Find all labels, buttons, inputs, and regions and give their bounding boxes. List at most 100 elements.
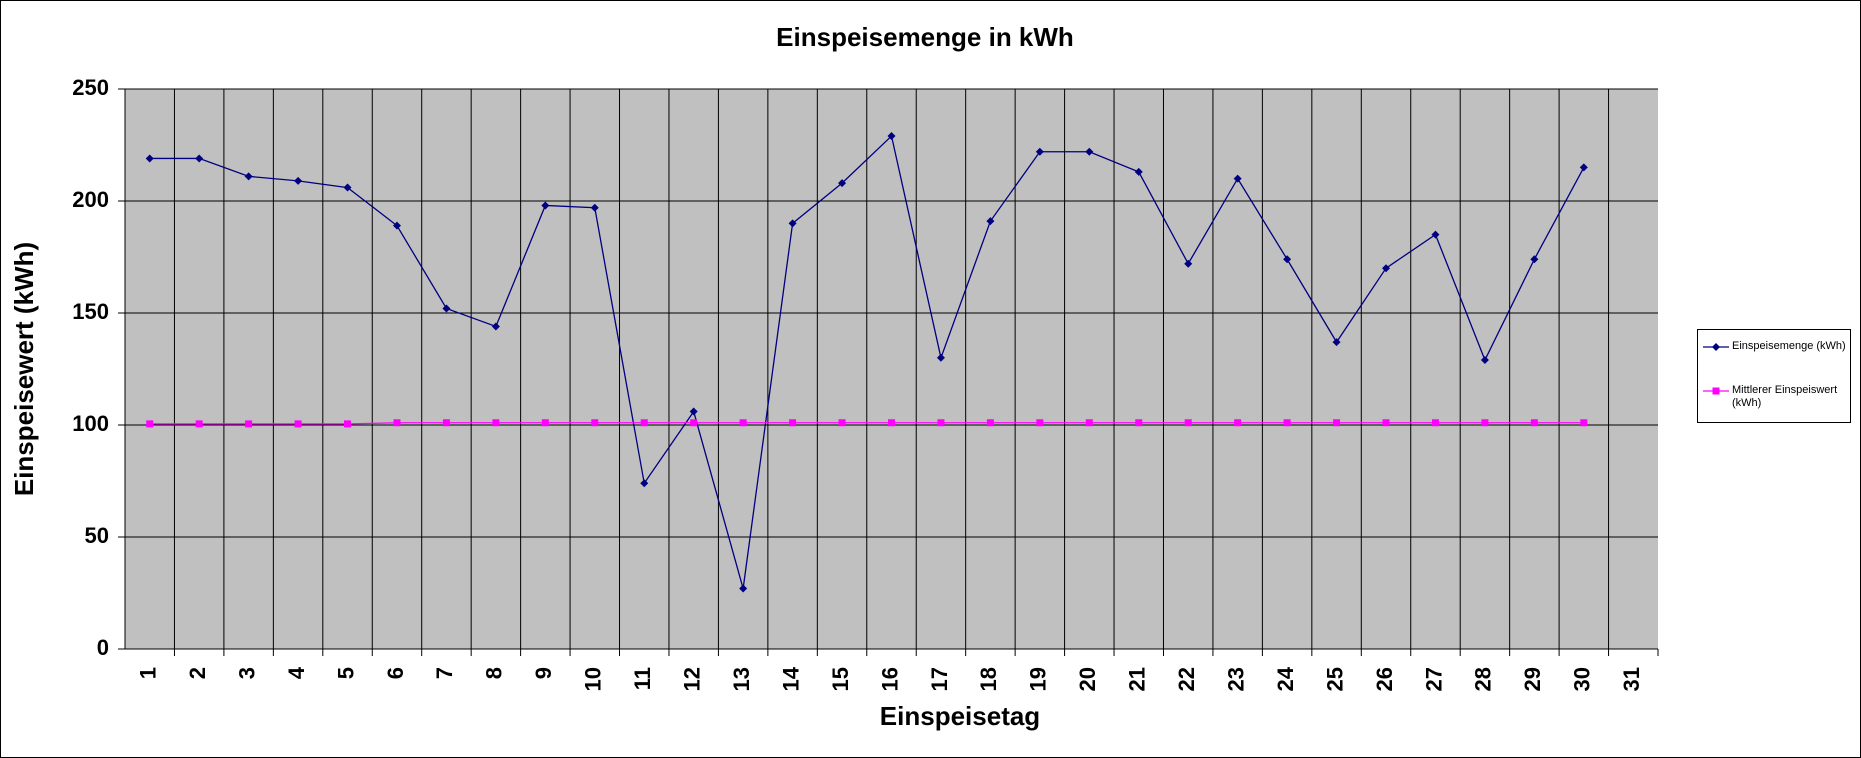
point bbox=[1530, 255, 1539, 264]
x-tick-label: 17 bbox=[927, 667, 952, 691]
point bbox=[294, 420, 302, 428]
point bbox=[1233, 174, 1242, 183]
point bbox=[344, 420, 352, 428]
x-tick-label: 18 bbox=[976, 667, 1001, 691]
point bbox=[788, 219, 797, 228]
legend: Einspeisemenge (kWh) Mittlerer Einspeiswe… bbox=[1697, 329, 1851, 423]
x-tick-label: 8 bbox=[482, 667, 507, 679]
point bbox=[1431, 419, 1439, 427]
y-tick-label: 0 bbox=[97, 635, 109, 660]
x-tick-label: 14 bbox=[778, 666, 803, 691]
point bbox=[1085, 147, 1094, 156]
point bbox=[640, 479, 649, 488]
x-tick-label: 22 bbox=[1174, 667, 1199, 691]
x-tick-label: 6 bbox=[383, 667, 408, 679]
point bbox=[492, 419, 500, 427]
point bbox=[690, 419, 698, 427]
point bbox=[146, 420, 154, 428]
point bbox=[838, 179, 847, 188]
point bbox=[1234, 419, 1242, 427]
point bbox=[195, 420, 203, 428]
x-tick-label: 19 bbox=[1026, 667, 1051, 691]
x-tick-label: 16 bbox=[877, 667, 902, 691]
x-tick-label: 27 bbox=[1421, 667, 1446, 691]
legend-label: Mittlerer Einspeiswert (kWh) bbox=[1732, 384, 1838, 409]
point bbox=[1184, 259, 1193, 268]
series-line bbox=[149, 134, 1585, 589]
point bbox=[986, 217, 995, 226]
point bbox=[245, 420, 253, 428]
x-tick-label: 26 bbox=[1372, 667, 1397, 691]
point bbox=[739, 584, 748, 593]
x-tick-label: 5 bbox=[333, 667, 358, 679]
point bbox=[1283, 419, 1291, 427]
legend-swatch bbox=[1703, 387, 1729, 395]
point bbox=[195, 154, 204, 163]
x-tick-label: 9 bbox=[531, 667, 556, 679]
legend-label: Einspeisemenge (kWh) bbox=[1732, 340, 1846, 352]
x-tick-label: 4 bbox=[284, 666, 309, 679]
point bbox=[1333, 419, 1341, 427]
point bbox=[1184, 419, 1192, 427]
point bbox=[789, 419, 797, 427]
x-axis-label: Einspeisetag bbox=[880, 701, 1040, 731]
point bbox=[1712, 343, 1720, 351]
point bbox=[244, 172, 253, 181]
point bbox=[294, 176, 303, 185]
legend-swatch bbox=[1703, 343, 1729, 351]
x-tick-label: 31 bbox=[1619, 667, 1644, 691]
x-tick-label: 23 bbox=[1223, 667, 1248, 691]
point bbox=[1332, 338, 1341, 347]
x-tick-label: 15 bbox=[828, 667, 853, 691]
point bbox=[1382, 419, 1390, 427]
y-tick-label: 100 bbox=[72, 411, 109, 436]
point bbox=[1036, 419, 1044, 427]
x-tick-label: 20 bbox=[1075, 667, 1100, 691]
point bbox=[1480, 356, 1489, 365]
x-tick-label: 7 bbox=[432, 667, 457, 679]
x-tick-label: 2 bbox=[185, 667, 210, 679]
point bbox=[887, 132, 896, 141]
point bbox=[1035, 147, 1044, 156]
point bbox=[1580, 419, 1588, 427]
point bbox=[491, 322, 500, 331]
x-tick-label: 24 bbox=[1273, 666, 1298, 691]
point bbox=[1283, 255, 1292, 264]
point bbox=[343, 183, 352, 192]
point bbox=[640, 419, 648, 427]
x-tick-label: 28 bbox=[1471, 667, 1496, 691]
point bbox=[591, 419, 599, 427]
point bbox=[1712, 387, 1720, 395]
point bbox=[1431, 230, 1440, 239]
point bbox=[1085, 419, 1093, 427]
point bbox=[442, 419, 450, 427]
chart-title: Einspeisemenge in kWh bbox=[776, 22, 1074, 52]
point bbox=[442, 304, 451, 313]
point bbox=[936, 353, 945, 362]
plot-area bbox=[125, 89, 1658, 649]
x-tick-label: 30 bbox=[1570, 667, 1595, 691]
point bbox=[393, 419, 401, 427]
x-tick-label: 13 bbox=[729, 667, 754, 691]
y-axis-label: Einspeisewert (kWh) bbox=[9, 242, 39, 496]
point bbox=[1135, 419, 1143, 427]
x-tick-label: 1 bbox=[136, 667, 161, 679]
point bbox=[937, 419, 945, 427]
point bbox=[739, 419, 747, 427]
y-tick-label: 200 bbox=[72, 187, 109, 212]
point bbox=[1579, 163, 1588, 172]
point bbox=[986, 419, 994, 427]
x-tick-label: 29 bbox=[1520, 667, 1545, 691]
point bbox=[541, 419, 549, 427]
point bbox=[1481, 419, 1489, 427]
point bbox=[1134, 167, 1143, 176]
y-tick-label: 50 bbox=[85, 523, 109, 548]
point bbox=[541, 201, 550, 210]
x-tick-label: 3 bbox=[234, 667, 259, 679]
point bbox=[392, 221, 401, 230]
x-tick-label: 11 bbox=[630, 667, 655, 690]
series-line bbox=[149, 422, 1584, 425]
point bbox=[689, 407, 698, 416]
